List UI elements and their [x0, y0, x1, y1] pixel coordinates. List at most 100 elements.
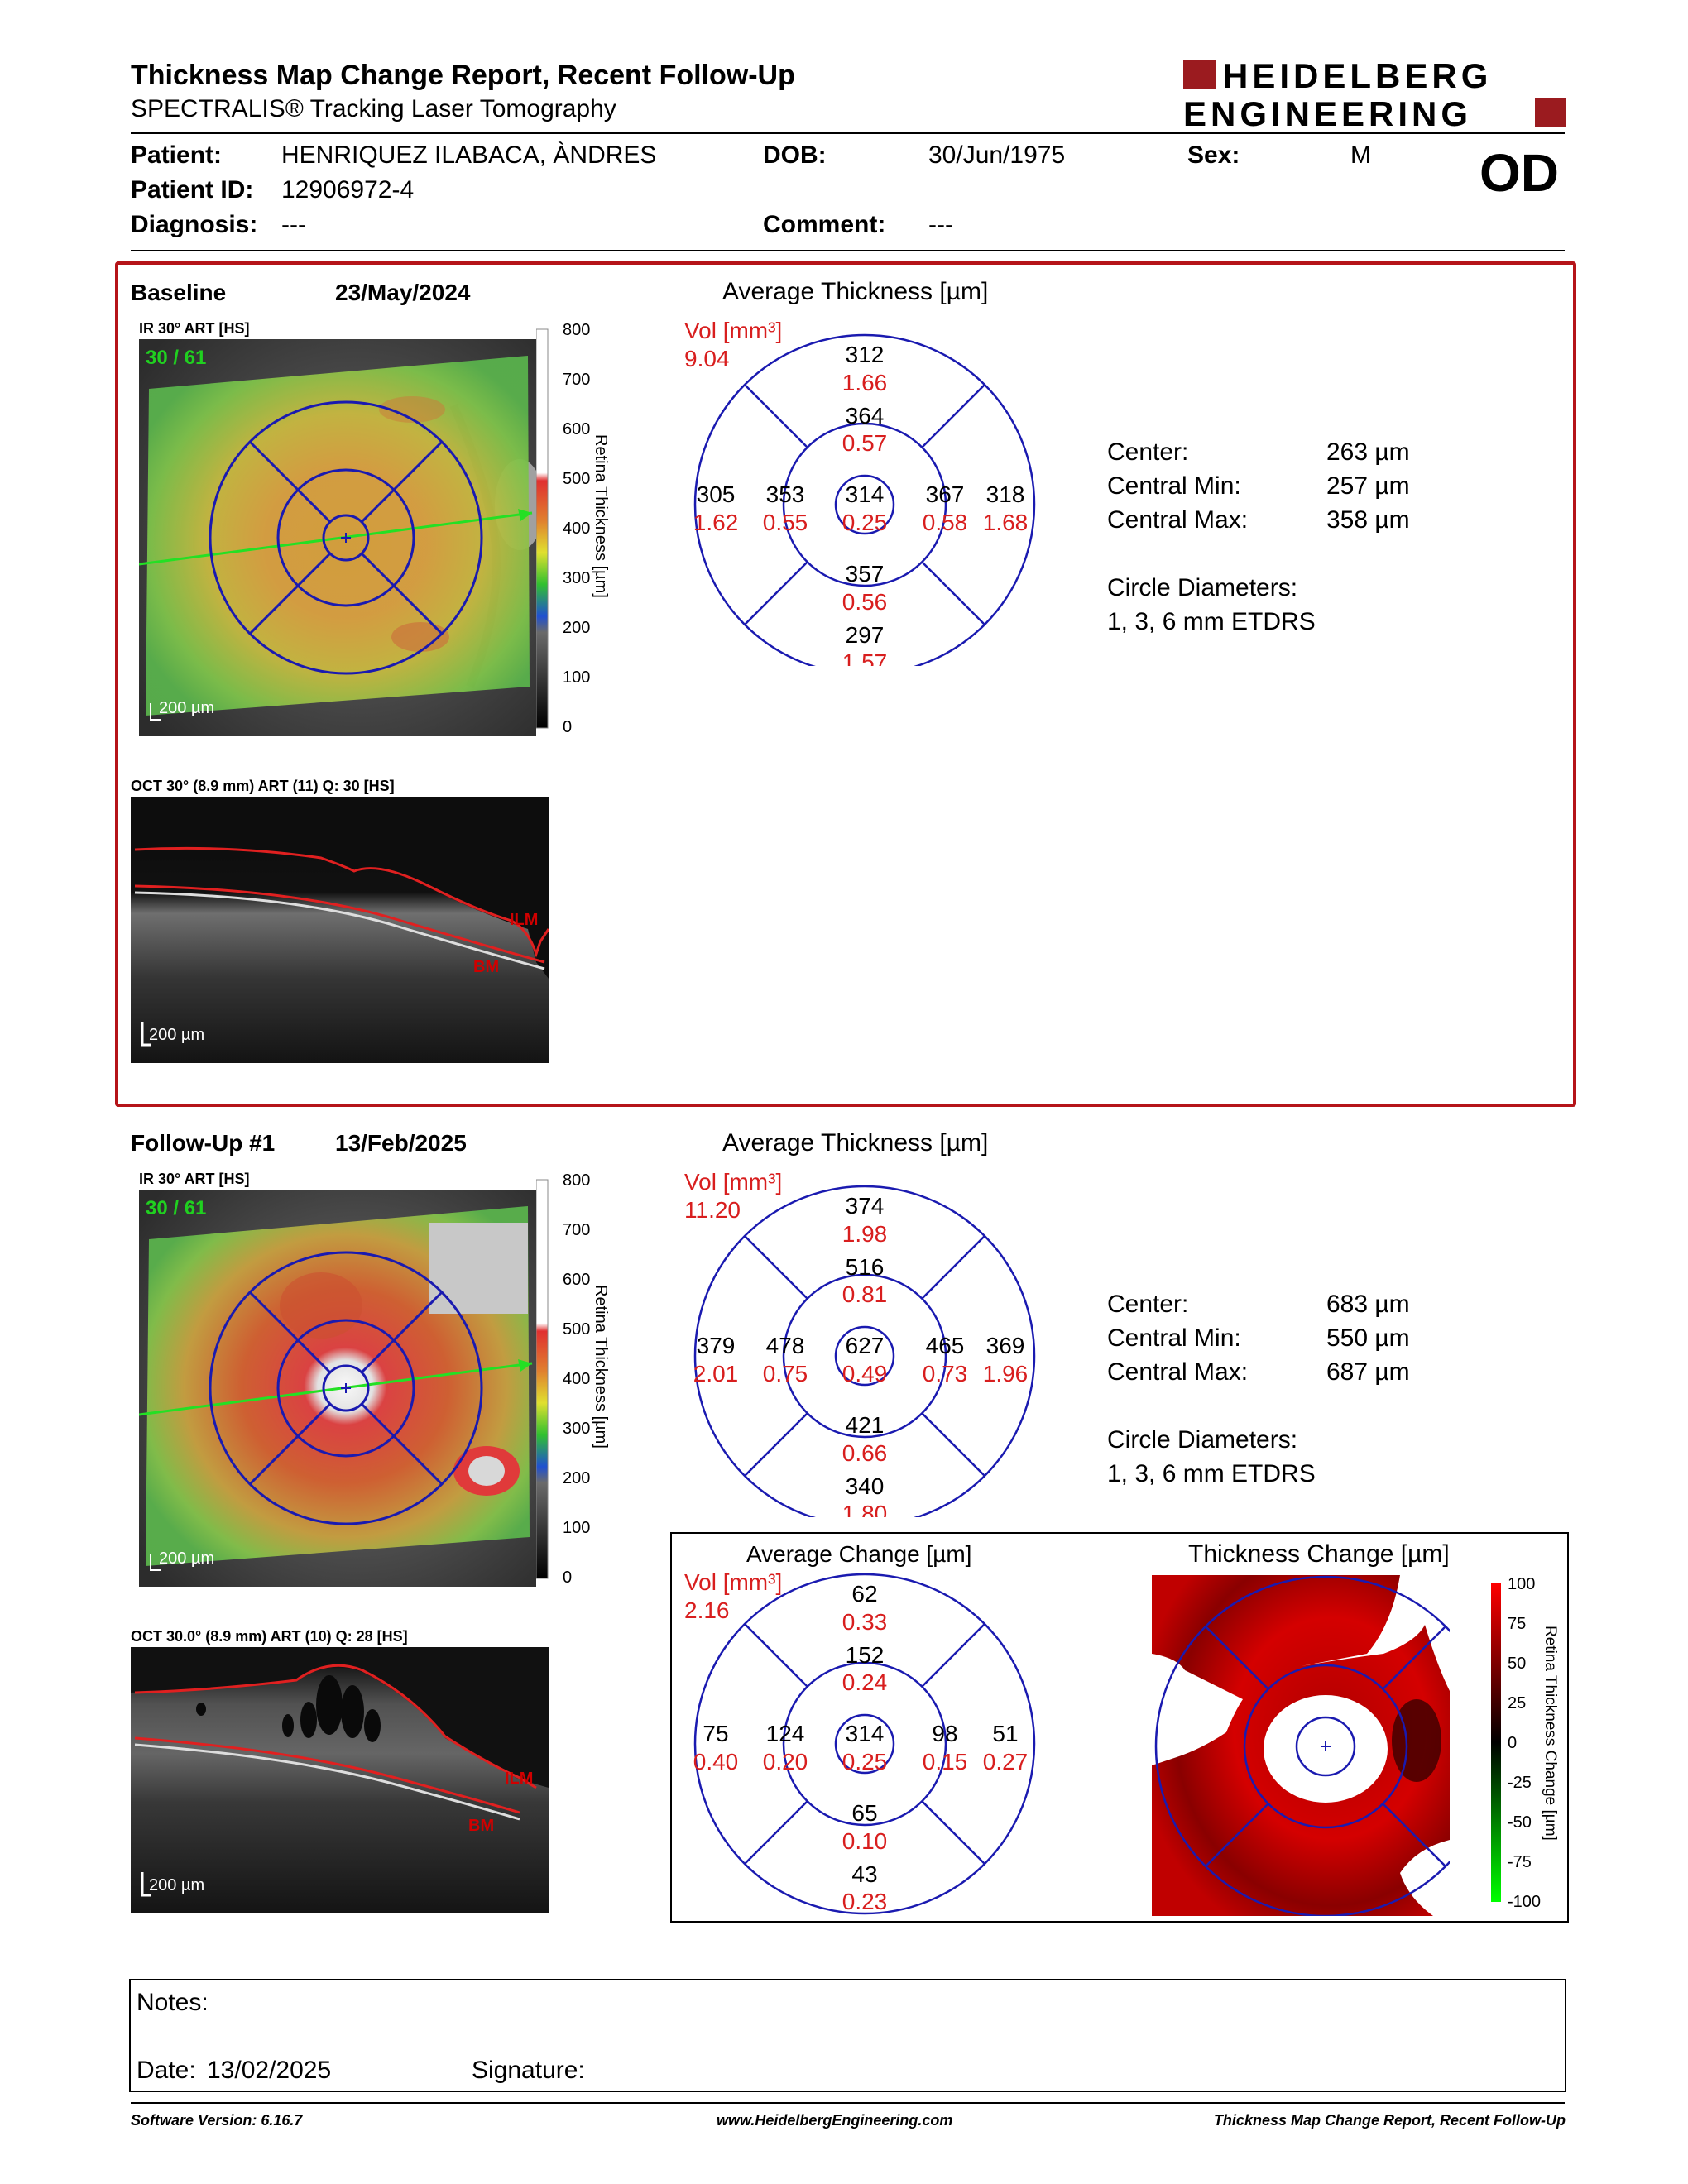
followup-ti-vol: 0.75 [763, 1361, 808, 1387]
followup-so-thick: 374 [846, 1193, 885, 1219]
followup-center-vol: 0.49 [842, 1361, 888, 1387]
followup-ir-frames: 30 / 61 [146, 1197, 206, 1219]
followup-ilm-label: ILM [505, 1770, 533, 1788]
website-link[interactable]: www.HeidelbergEngineering.com [717, 2112, 953, 2129]
change-map-title: Thickness Change [µm] [1188, 1540, 1450, 1568]
change-cb-tick-m75: -75 [1508, 1853, 1532, 1871]
change-cb-tick-0: 0 [1508, 1734, 1517, 1752]
followup-to-thick: 379 [697, 1333, 736, 1358]
followup-date: 13/Feb/2025 [335, 1130, 467, 1156]
followup-center-thick: 627 [846, 1333, 885, 1358]
baseline-so-thick: 312 [846, 342, 885, 367]
baseline-ti-thick: 353 [766, 481, 805, 507]
followup-cb-tick-400: 400 [563, 1370, 590, 1388]
baseline-cb-tick-100: 100 [563, 668, 590, 687]
followup-ir-caption: IR 30° ART [HS] [139, 1171, 250, 1187]
followup-avg-title: Average Thickness [µm] [722, 1129, 989, 1157]
followup-label: Follow-Up #1 [131, 1130, 276, 1156]
signature-label: Signature: [472, 2057, 585, 2084]
change-cb-tick-50: 50 [1508, 1655, 1526, 1673]
followup-io-thick: 340 [846, 1473, 885, 1499]
followup-vol-value: 11.20 [684, 1197, 741, 1223]
baseline-cb-tick-800: 800 [563, 323, 590, 339]
change-ti-vol: 0.20 [763, 1749, 808, 1774]
followup-oct-scale: 200 µm [149, 1876, 204, 1894]
baseline-date: 23/May/2024 [335, 280, 471, 305]
baseline-cb-tick-200: 200 [563, 619, 590, 637]
change-si-thick: 152 [846, 1642, 885, 1668]
followup-ti-thick: 478 [766, 1333, 805, 1358]
baseline-so-vol: 1.66 [842, 370, 888, 395]
change-colorbar: 100 75 50 25 0 -25 -50 -75 -100 Retina T… [1491, 1568, 1566, 1915]
change-to-thick: 75 [703, 1721, 728, 1746]
dob-label: DOB: [763, 141, 827, 169]
header-rule [131, 132, 1565, 134]
change-cb-tick-100: 100 [1508, 1575, 1535, 1593]
followup-cmax-label: Central Max: [1107, 1358, 1249, 1386]
followup-cb-tick-500: 500 [563, 1320, 590, 1339]
baseline-si-thick: 364 [846, 403, 885, 429]
change-ni-thick: 98 [932, 1721, 957, 1746]
change-cb-tick-m25: -25 [1508, 1774, 1532, 1792]
baseline-center-thick: 314 [846, 481, 885, 507]
followup-center-value: 683 µm [1326, 1291, 1410, 1318]
baseline-frame [115, 261, 1576, 1107]
patient-name: HENRIQUEZ ILABACA, ÀNDRES [281, 141, 657, 169]
baseline-si-vol: 0.57 [842, 430, 888, 456]
baseline-center-label: Center: [1107, 438, 1189, 466]
baseline-cmin-value: 257 µm [1326, 472, 1410, 500]
followup-no-thick: 369 [986, 1333, 1025, 1358]
baseline-io-vol: 1.57 [842, 649, 888, 666]
baseline-avg-title: Average Thickness [µm] [722, 278, 989, 305]
baseline-oct-caption: OCT 30° (8.9 mm) ART (11) Q: 30 [HS] [131, 778, 395, 794]
patient-id: 12906972-4 [281, 176, 415, 204]
baseline-ni-thick: 367 [926, 481, 965, 507]
baseline-ir-caption: IR 30° ART [HS] [139, 320, 250, 337]
baseline-no-thick: 318 [986, 481, 1025, 507]
followup-ii-vol: 0.66 [842, 1440, 888, 1466]
change-avg-title: Average Change [µm] [746, 1541, 972, 1567]
change-vol-label: Vol [mm³] [684, 1570, 782, 1595]
baseline-to-vol: 1.62 [693, 510, 739, 535]
change-ti-thick: 124 [766, 1721, 805, 1746]
patient-label: Patient: [131, 141, 223, 169]
baseline-ir-scale: 200 µm [159, 699, 214, 717]
followup-si-vol: 0.81 [842, 1281, 888, 1307]
baseline-ii-thick: 357 [846, 561, 885, 587]
change-si-vol: 0.24 [842, 1669, 888, 1695]
followup-ir-scale: 200 µm [159, 1549, 214, 1568]
baseline-ii-vol: 0.56 [842, 589, 888, 615]
baseline-center-vol: 0.25 [842, 510, 888, 535]
change-ni-vol: 0.15 [923, 1749, 968, 1774]
baseline-cb-tick-600: 600 [563, 420, 590, 438]
sex-label: Sex: [1187, 141, 1240, 169]
change-to-vol: 0.40 [693, 1749, 739, 1774]
baseline-center-value: 263 µm [1326, 438, 1410, 466]
followup-cb-tick-0: 0 [563, 1569, 572, 1587]
diagnosis-label: Diagnosis: [131, 211, 258, 238]
notes-date: 13/02/2025 [207, 2057, 332, 2084]
followup-oct-caption: OCT 30.0° (8.9 mm) ART (10) Q: 28 [HS] [131, 1628, 408, 1645]
followup-etdrs-grid: Vol [mm³] 11.20 374 1.98 516 0.81 627 0.… [683, 1169, 1038, 1527]
baseline-cb-tick-0: 0 [563, 718, 572, 736]
baseline-cb-title: Retina Thickness [µm] [592, 434, 610, 598]
followup-bm-label: BM [468, 1817, 494, 1835]
followup-center-label: Center: [1107, 1291, 1189, 1318]
logo-line1: HEIDELBERG [1223, 58, 1492, 95]
change-so-thick: 62 [851, 1581, 877, 1607]
baseline-cb-tick-300: 300 [563, 569, 590, 587]
baseline-cmax-value: 358 µm [1326, 506, 1410, 534]
change-ii-vol: 0.10 [842, 1828, 888, 1854]
change-cb-title: Retina Thickness Change [µm] [1542, 1626, 1559, 1841]
dob-value: 30/Jun/1975 [928, 141, 1066, 169]
baseline-cmax-label: Central Max: [1107, 506, 1249, 534]
baseline-cb-tick-700: 700 [563, 371, 590, 389]
followup-cb-tick-200: 200 [563, 1469, 590, 1487]
followup-vol-label: Vol [mm³] [684, 1170, 782, 1195]
baseline-etdrs-grid: Vol [mm³] 9.04 312 1.66 364 0.57 314 0.2… [683, 318, 1038, 676]
sex-value: M [1350, 141, 1371, 169]
report-subtitle: SPECTRALIS® Tracking Laser Tomography [131, 95, 616, 122]
diagnosis-value: --- [281, 211, 306, 238]
followup-so-vol: 1.98 [842, 1221, 888, 1247]
followup-cb-tick-700: 700 [563, 1221, 590, 1239]
